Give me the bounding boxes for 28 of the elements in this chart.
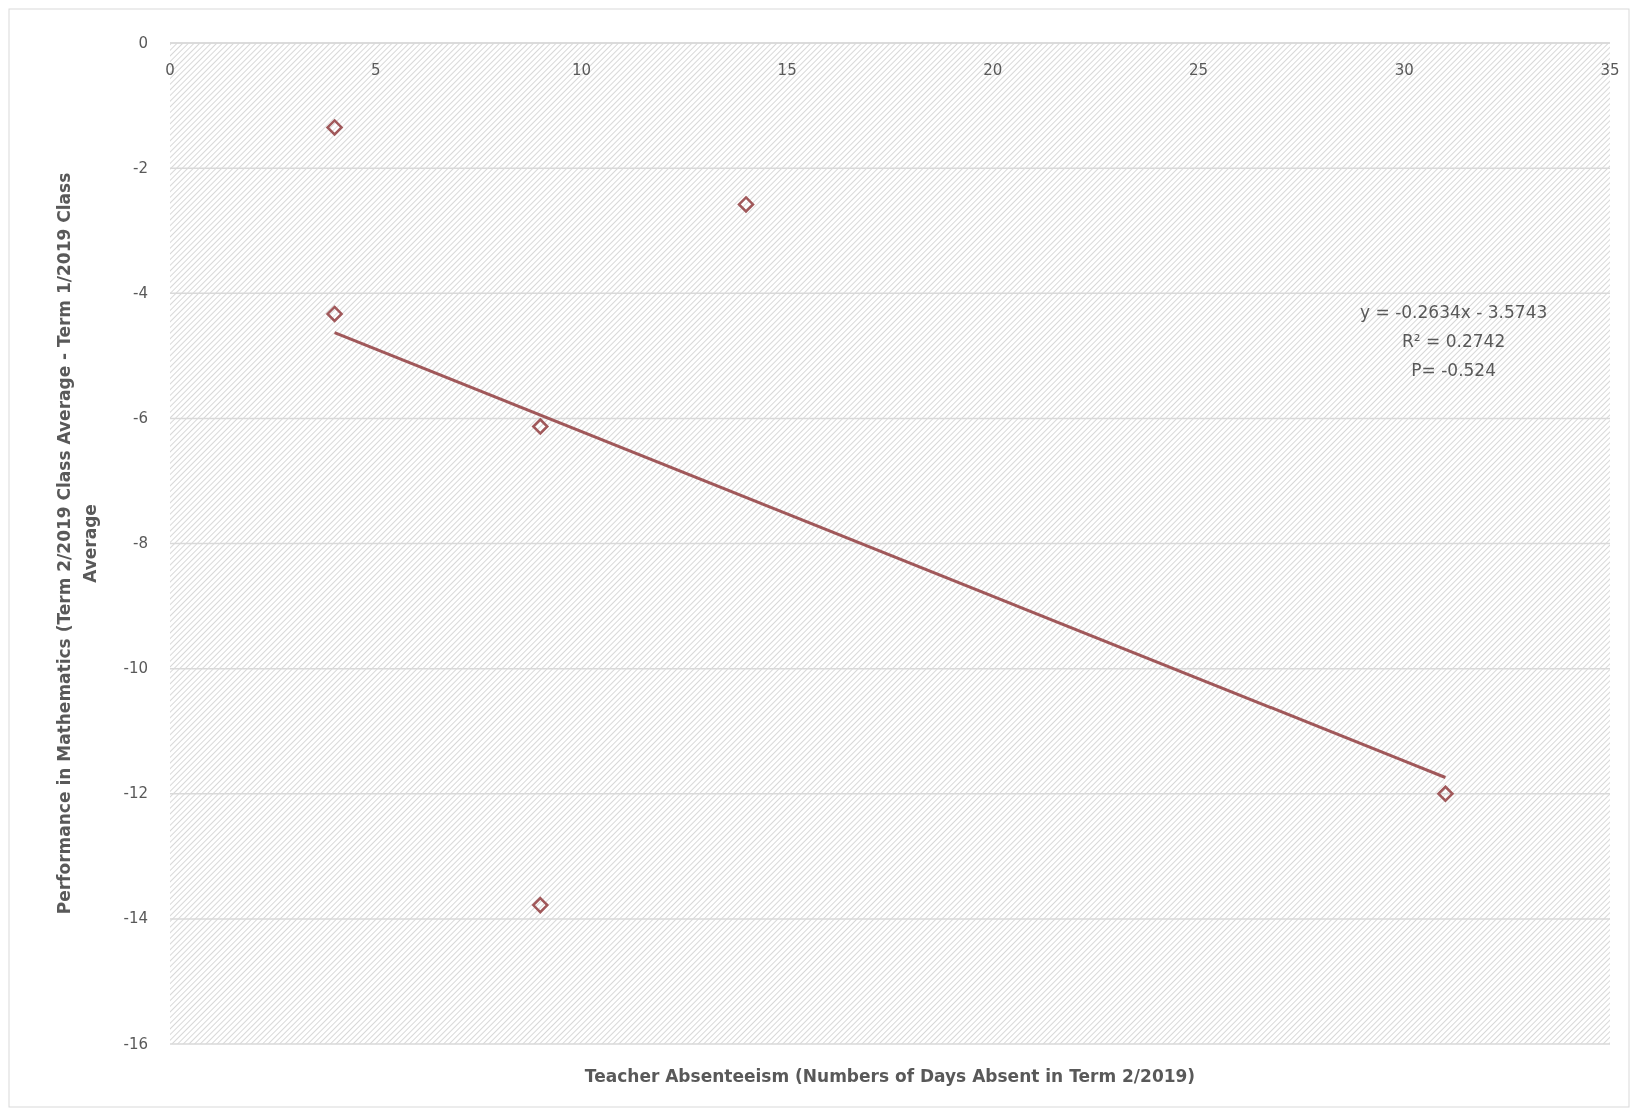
y-tick-label: -12 xyxy=(123,784,148,803)
y-tick-label: -4 xyxy=(133,283,148,302)
x-tick-label: 0 xyxy=(165,61,175,79)
point xyxy=(326,305,343,323)
y-tick-label: -8 xyxy=(133,534,148,552)
point xyxy=(532,896,549,914)
annotation: R² = 0.2742 xyxy=(1402,331,1506,352)
annotation: P= -0.524 xyxy=(1411,360,1497,381)
y-tick-label: -2 xyxy=(133,158,148,177)
x-tick-label: 10 xyxy=(571,61,591,79)
x-tick-label: 20 xyxy=(983,61,1003,79)
y-tick-label: 0 xyxy=(138,33,148,52)
x-tick-label: 30 xyxy=(1394,61,1414,79)
point xyxy=(532,418,549,435)
x-tick-label: 15 xyxy=(777,61,797,79)
point xyxy=(326,119,343,136)
x-tick-label: 5 xyxy=(370,61,381,79)
x-axis-title: Teacher Absenteeism (Numbers of Days Absent in Term 2/2019) xyxy=(584,1066,1196,1086)
point xyxy=(737,196,755,213)
y-tick-label: -6 xyxy=(133,408,148,427)
y-tick-label: -14 xyxy=(123,909,148,928)
annotation: y = -0.2634x - 3.5743 xyxy=(1360,302,1548,323)
point xyxy=(1437,785,1454,802)
x-tick-label: 25 xyxy=(1189,61,1209,79)
y-axis-title: Performance in Mathematics (Term 2/2019 Class Average - Term 1/2019 Class Average xyxy=(54,172,100,915)
y-tick-label: -10 xyxy=(123,659,148,678)
x-tick-label: 35 xyxy=(1600,61,1620,79)
y-tick-label: -16 xyxy=(123,1034,148,1053)
